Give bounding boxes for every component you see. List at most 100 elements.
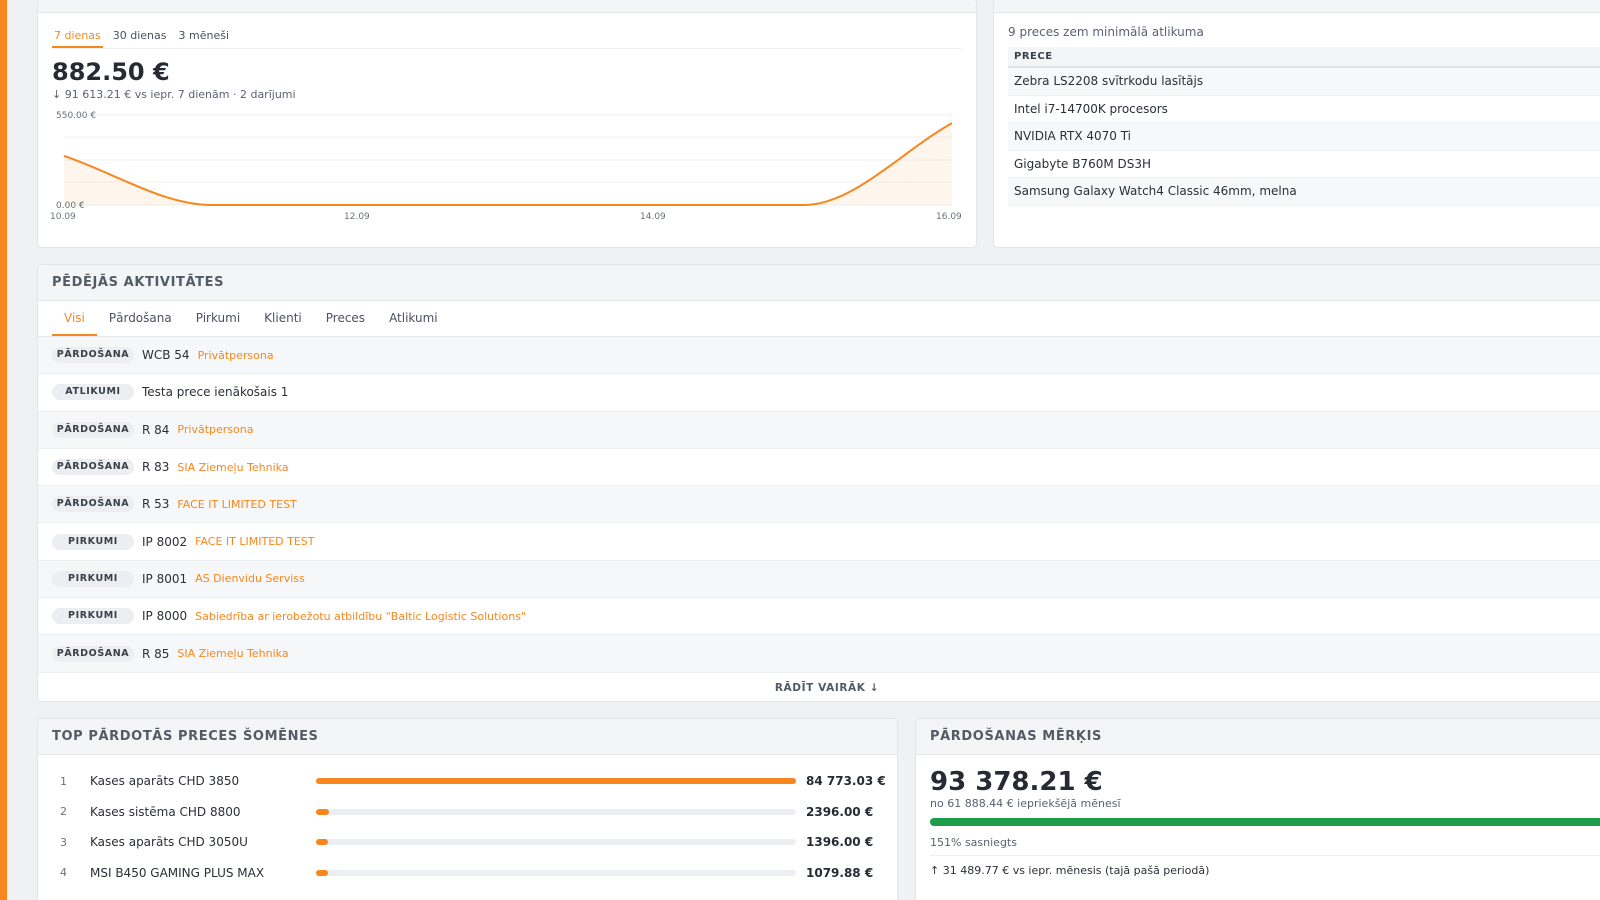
share-bar (316, 778, 796, 785)
activity-party-link[interactable]: FACE IT LIMITED TEST (177, 497, 297, 511)
activity-ref: IP 8002 (142, 534, 188, 549)
tab-all[interactable]: Visi (52, 301, 97, 336)
product-name: Kases aparāts CHD 3050U (90, 835, 248, 850)
type-badge: PĀRDOŠANA (52, 459, 134, 476)
activity-ref: R 85 (142, 646, 170, 661)
list-item[interactable]: PĀRDOŠANA WCB 54 Privātpersona (38, 337, 1600, 375)
table-row[interactable]: Intel i7-14700K procesors (1008, 96, 1600, 123)
low-stock-info: 9 preces zem minimālā atlikuma (1008, 25, 1204, 39)
share-bar-fill (316, 839, 328, 846)
type-badge: PĀRDOŠANA (52, 645, 134, 662)
tab-30-days[interactable]: 30 dienas (112, 29, 167, 42)
sales-delta-text: 91 613.21 € vs iepr. 7 dienām · 2 darīju… (64, 88, 296, 101)
list-item[interactable]: PĀRDOŠANA R 85 SIA Ziemeļu Tehnika (38, 635, 1600, 673)
activity-party-link[interactable]: Privātpersona (177, 423, 254, 437)
card-header-strip (994, 0, 1600, 13)
activity-party-link[interactable]: AS Dienvidu Serviss (195, 572, 305, 586)
sales-goal-title: PĀRDOŠANAS MĒRĶIS (916, 719, 1600, 755)
list-item[interactable]: PIRKUMI IP 8002 FACE IT LIMITED TEST (38, 523, 1600, 561)
type-badge: PIRKUMI (52, 608, 134, 625)
x-tick-label: 10.09 (50, 212, 76, 222)
top-products-title: TOP PĀRDOTĀS PRECES ŠOMĒNES (38, 719, 897, 755)
sales-chart-card: 7 dienas 30 dienas 3 mēneši 882.50 € ↓ 9… (37, 0, 977, 248)
low-stock-card: 9 preces zem minimālā atlikuma PRECE Zeb… (993, 0, 1600, 248)
share-bar-fill (316, 808, 330, 815)
activities-list: PĀRDOŠANA WCB 54 Privātpersona ATLIKUMI … (38, 337, 1600, 673)
list-item[interactable]: PIRKUMI IP 8001 AS Dienvidu Serviss (38, 560, 1600, 599)
activities-title: PĒDĒJĀS AKTIVITĀTES (38, 265, 1600, 301)
type-badge: PĀRDOŠANA (52, 496, 134, 513)
x-tick-label: 16.09 (936, 212, 962, 222)
tab-purchases[interactable]: Pirkumi (195, 311, 241, 325)
show-more-button[interactable]: RĀDĪT VAIRĀK ↓ (774, 682, 880, 695)
goal-progress-bar (930, 818, 1600, 826)
card-header-strip (38, 0, 976, 13)
tab-products[interactable]: Preces (325, 311, 366, 325)
activity-party-link[interactable]: FACE IT LIMITED TEST (195, 535, 315, 549)
table-row[interactable]: Gigabyte B760M DS3H (1008, 151, 1600, 178)
share-bar (316, 869, 796, 876)
product-name: Kases aparāts CHD 3850 (90, 774, 240, 789)
activity-party-link[interactable]: SIA Ziemeļu Tehnika (177, 460, 289, 474)
tab-sales[interactable]: Pārdošana (108, 311, 172, 325)
product-value: 84 773.03 € (806, 774, 886, 789)
rank-number: 4 (60, 866, 67, 880)
table-row[interactable]: NVIDIA RTX 4070 Ti (1008, 123, 1600, 151)
goal-percent: 151% sasniegts (930, 836, 1600, 856)
share-bar-fill (316, 869, 328, 876)
sales-goal-card: PĀRDOŠANAS MĒRĶIS 93 378.21 € no 61 888.… (915, 718, 1600, 900)
share-bar (316, 839, 796, 846)
list-item[interactable]: ATLIKUMI Testa prece ienākošais 1 (38, 374, 1600, 412)
rank-number: 1 (60, 774, 67, 788)
goal-delta: ↑ 31 489.77 € vs iepr. mēnesis (tajā paš… (930, 864, 1210, 877)
list-item[interactable]: PĀRDOŠANA R 83 SIA Ziemeļu Tehnika (38, 449, 1600, 487)
activity-ref: IP 8001 (142, 571, 188, 586)
top-products-card: TOP PĀRDOTĀS PRECES ŠOMĒNES 1 Kases apar… (37, 718, 898, 900)
tab-3-months[interactable]: 3 mēneši (178, 29, 230, 42)
list-item[interactable]: PĀRDOŠANA R 53 FACE IT LIMITED TEST (38, 486, 1600, 524)
product-name: Kases sistēma CHD 8800 (90, 804, 241, 819)
product-value: 1396.00 € (806, 835, 874, 850)
tab-clients[interactable]: Klienti (264, 311, 302, 325)
activity-ref: R 53 (142, 497, 170, 512)
column-header-product: PRECE (1008, 47, 1600, 68)
activity-ref: Testa prece ienākošais 1 (142, 385, 289, 400)
x-tick-label: 12.09 (344, 212, 370, 222)
product-value: 2396.00 € (806, 804, 874, 819)
product-name: MSI B450 GAMING PLUS MAX (90, 865, 265, 880)
list-item[interactable]: 3 Kases aparāts CHD 3050U 1396.00 € (38, 827, 897, 858)
table-row[interactable]: Samsung Galaxy Watch4 Classic 46mm, meln… (1008, 178, 1600, 206)
x-tick-label: 14.09 (640, 212, 666, 222)
sales-line (63, 122, 953, 206)
sales-area-fill (64, 123, 952, 205)
sales-delta: ↓ 91 613.21 € vs iepr. 7 dienām · 2 darī… (52, 88, 962, 101)
y-tick-max: 550.00 € (56, 111, 96, 121)
tab-7-days[interactable]: 7 dienas (52, 27, 103, 48)
sales-total: 882.50 € (52, 58, 170, 86)
list-item[interactable]: PIRKUMI IP 8000 Sabiedrība ar ierobežotu… (38, 598, 1600, 636)
tab-stock[interactable]: Atlikumi (389, 311, 438, 325)
activity-party-link[interactable]: Privātpersona (197, 348, 274, 362)
sales-chart: 550.00 € 0.00 € 10.09 12.09 14.09 16.09 (50, 111, 970, 229)
activity-party-link[interactable]: SIA Ziemeļu Tehnika (177, 647, 289, 661)
share-bar-fill (316, 778, 796, 785)
activity-ref: R 83 (142, 460, 170, 475)
type-badge: PĀRDOŠANA (52, 421, 134, 438)
table-row[interactable]: Zebra LS2208 svītrkodu lasītājs (1008, 68, 1600, 96)
goal-value: 93 378.21 € (930, 767, 1103, 797)
list-item[interactable]: 4 MSI B450 GAMING PLUS MAX 1079.88 € (38, 858, 897, 889)
low-stock-rows: Zebra LS2208 svītrkodu lasītājs Intel i7… (1008, 68, 1600, 206)
list-item[interactable]: 1 Kases aparāts CHD 3850 84 773.03 € (38, 766, 897, 797)
list-item[interactable]: 2 Kases sistēma CHD 8800 2396.00 € (38, 797, 897, 828)
activity-party-link[interactable]: Sabiedrība ar ierobežotu atbildību "Balt… (195, 609, 526, 623)
activity-ref: IP 8000 (142, 609, 188, 624)
type-badge: PIRKUMI (52, 570, 134, 587)
recent-activities-card: PĒDĒJĀS AKTIVITĀTES Visi Pārdošana Pirku… (37, 264, 1600, 702)
goal-baseline: no 61 888.44 € iepriekšējā mēnesī (930, 797, 1121, 810)
rank-number: 2 (60, 805, 67, 819)
down-arrow-icon: ↓ (52, 88, 62, 101)
product-value: 1079.88 € (806, 865, 874, 880)
accent-sidebar-strip (0, 0, 7, 900)
rank-number: 3 (60, 835, 67, 849)
list-item[interactable]: PĀRDOŠANA R 84 Privātpersona (38, 411, 1600, 449)
